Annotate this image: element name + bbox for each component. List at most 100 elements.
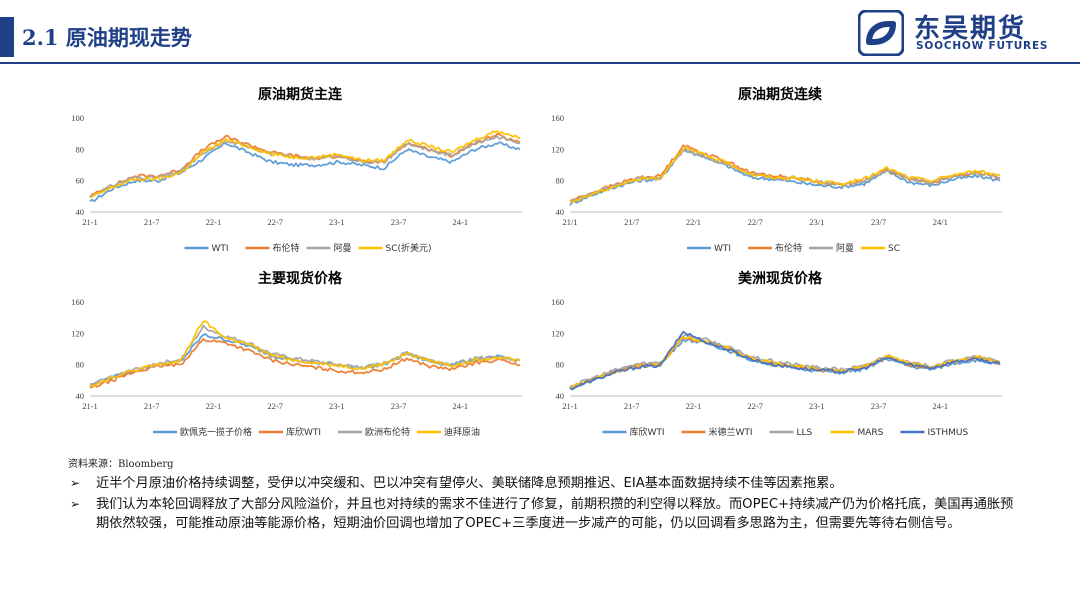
y-tick-label: 80 [76,144,85,154]
page-title: 2.1 原油期现走势 [22,25,192,50]
series-line [569,149,1001,203]
y-tick-label: 160 [71,297,84,307]
legend-label: SC(折美元) [386,242,432,254]
legend-label: WTI [212,244,229,254]
series-line [89,141,521,203]
x-tick-label: 23/1 [809,217,824,227]
x-tick-label: 22/1 [686,217,701,227]
series-line [89,132,521,198]
logo-english-text: SOOCHOW FUTURES [916,40,1049,52]
legend-label: 布伦特 [273,242,300,254]
chart-major-spot-prices: 主要现货价格 160 120 80 40 21-1 21-7 22-1 22-7 23-1 23-… [60,270,540,450]
chart-legend: 库欣WTI 米德兰WTI LLS MARS ISTHMUS [602,426,969,438]
x-tick-label: 21-1 [562,401,578,411]
commentary-list: ➢ 近半个月原油价格持续调整，受伊以冲突缓和、巴以冲突有望停火、美联储降息预期推… [62,474,1022,535]
series-line [569,336,1001,388]
y-tick-label: 120 [551,144,564,154]
y-tick-label: 120 [71,328,84,338]
chart-title: 美洲现货价格 [738,271,822,287]
legend-label: 欧洲布伦特 [365,426,410,438]
x-tick-label: 21-7 [144,401,160,411]
chart-legend: WTI 布伦特 阿曼 SC(折美元) [184,242,432,254]
commentary-item: ➢ 我们认为本轮回调释放了大部分风险溢价，并且也对持续的需求不佳进行了修复，前期… [62,495,1022,533]
x-tick-label: 23-1 [809,401,825,411]
y-tick-label: 40 [556,391,565,401]
y-tick-label: 120 [551,328,564,338]
chart-futures-main: 原油期货主连 100 80 60 40 21-1 21-7 22-1 22-7 23-1 23-7… [60,86,540,266]
y-tick-label: 80 [76,360,85,370]
x-tick-label: 22-7 [267,401,283,411]
chart-legend: WTI 布伦特 阿曼 SC [687,242,900,254]
x-tick-label: 21-7 [144,217,160,227]
series-line [89,135,521,198]
series-line [89,324,521,386]
header-divider [0,62,1080,64]
legend-label: LLS [797,428,813,438]
x-tick-label: 24-1 [932,401,948,411]
x-tick-label: 22-7 [267,217,283,227]
x-tick-label: 22-1 [206,401,222,411]
legend-label: MARS [858,428,884,438]
legend-label: WTI [714,244,731,254]
series-line [569,333,1001,389]
x-tick-label: 23-7 [871,401,887,411]
x-tick-label: 22-1 [206,217,222,227]
logo-chinese-text: 东吴期货 [914,14,1027,44]
y-tick-label: 40 [76,207,85,217]
x-tick-label: 22/7 [748,217,763,227]
x-tick-label: 21-1 [82,217,98,227]
legend-label: 库欣WTI [286,426,321,438]
legend-label: ISTHMUS [928,428,969,438]
y-tick-label: 80 [556,176,565,186]
y-tick-label: 40 [556,207,565,217]
soochow-logo-icon [858,10,904,56]
y-tick-label: 160 [551,113,564,123]
bullet-arrow-icon: ➢ [70,476,81,490]
y-tick-label: 80 [556,360,565,370]
chart-americas-spot-prices: 美洲现货价格 160 120 80 40 21-1 21-7 22-1 22-7 23-1 23-… [540,270,1020,450]
x-tick-label: 21-7 [624,401,640,411]
x-tick-label: 21/7 [624,217,639,227]
bullet-arrow-icon: ➢ [70,497,81,511]
x-tick-label: 23-7 [391,401,407,411]
x-tick-label: 23-7 [391,217,407,227]
chart-title: 原油期货主连 [258,87,342,103]
legend-label: 阿曼 [334,243,352,254]
legend-label: 布伦特 [775,242,802,254]
legend-label: 米德兰WTI [709,426,753,438]
brand-logo: 东吴期货 SOOCHOW FUTURES [858,8,1068,56]
series-line [569,330,1001,391]
legend-label: 阿曼 [836,243,854,254]
legend-label: SC [888,244,900,254]
data-source-note: 资料来源：Bloomberg [68,459,174,470]
commentary-text: 我们认为本轮回调释放了大部分风险溢价，并且也对持续的需求不佳进行了修复，前期积攒… [96,497,1014,531]
series-line [569,146,1001,203]
chart-title: 主要现货价格 [258,271,342,287]
x-tick-label: 22-7 [747,401,763,411]
commentary-item: ➢ 近半个月原油价格持续调整，受伊以冲突缓和、巴以冲突有望停火、美联储降息预期推… [62,474,1022,493]
legend-label: 库欣WTI [630,426,665,438]
series-line [569,144,1001,203]
x-tick-label: 24/1 [933,217,948,227]
chart-title: 原油期货连续 [738,87,822,103]
y-tick-label: 40 [76,391,85,401]
x-tick-label: 24-1 [452,217,468,227]
series-line [89,320,521,388]
x-tick-label: 23-1 [329,217,345,227]
x-tick-label: 21/1 [562,217,577,227]
series-line [89,130,521,199]
chart-legend: 欧佩克一揽子价格 库欣WTI 欧洲布伦特 迪拜原油 [153,426,480,438]
legend-label: 迪拜原油 [444,426,480,438]
chart-futures-continuous: 原油期货连续 160 120 80 40 21/1 21/7 22/1 22/7 23/1 23/… [540,86,1020,266]
y-tick-label: 100 [71,113,84,123]
x-tick-label: 24-1 [452,401,468,411]
y-tick-label: 60 [76,176,85,186]
x-tick-label: 22-1 [686,401,702,411]
title-accent-bar [0,17,14,57]
legend-label: 欧佩克一揽子价格 [180,426,252,438]
commentary-text: 近半个月原油价格持续调整，受伊以冲突缓和、巴以冲突有望停火、美联储降息预期推迟、… [96,476,843,491]
